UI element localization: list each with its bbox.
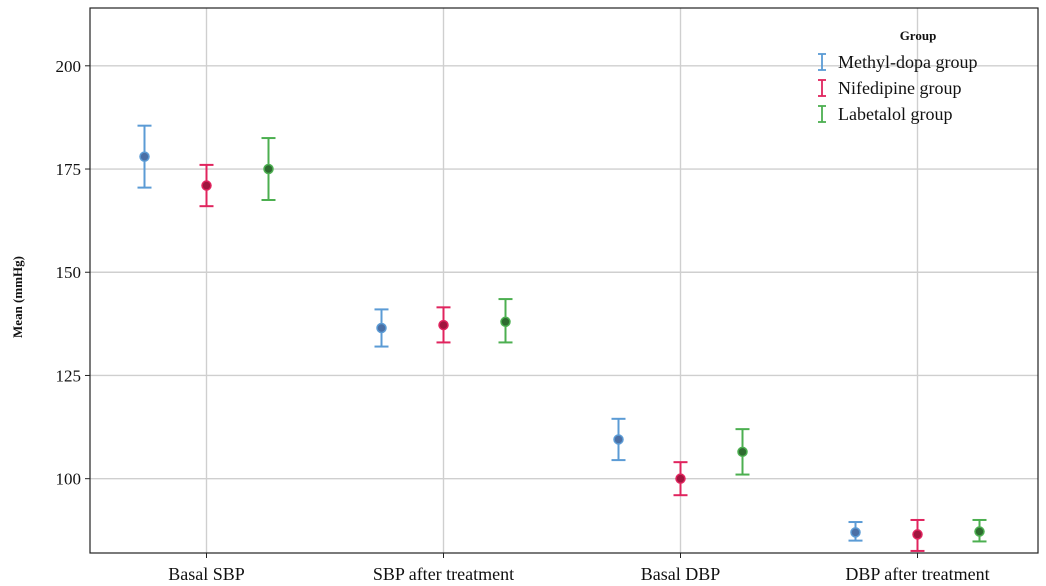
grid-layer (90, 8, 1038, 553)
mean-point (139, 151, 150, 162)
mean-point (376, 322, 387, 334)
plot-frame (89, 7, 1039, 554)
legend: Group Methyl-dopa group Nifedipine group L… (818, 28, 977, 124)
x-category-label: DBP after treatment (845, 564, 989, 584)
x-category-label: Basal SBP (168, 564, 245, 584)
legend-label: Labetalol group (838, 104, 952, 124)
legend-title: Group (900, 28, 937, 43)
legend-entry: Methyl-dopa group (818, 52, 977, 72)
mean-point (737, 446, 748, 458)
mean-point (850, 527, 861, 538)
axis-layer: 100 125 150 175 200 Basal SBP SBP after treatm… (56, 7, 1039, 584)
x-category-label: Basal DBP (641, 564, 721, 584)
mean-point (912, 529, 923, 540)
mean-point (675, 473, 686, 484)
legend-label: Methyl-dopa group (838, 52, 977, 72)
series-methyl-dopa-group (137, 124, 863, 542)
y-tick-label: 175 (56, 160, 82, 179)
series-layer (137, 124, 987, 552)
y-tick-label: 125 (56, 366, 82, 385)
series-nifedipine-group (199, 163, 925, 552)
y-axis-title: Mean (mmHg) (10, 256, 25, 338)
legend-items: Methyl-dopa group Nifedipine group Labetal… (818, 52, 977, 124)
legend-label: Nifedipine group (838, 78, 961, 98)
mean-point (263, 163, 274, 175)
y-tick-label: 100 (56, 470, 82, 489)
mean-point (201, 180, 212, 191)
mean-point (438, 319, 449, 331)
mean-point (974, 526, 985, 537)
series-labetalol-group (261, 137, 987, 543)
mean-point (500, 316, 511, 328)
legend-entry: Labetalol group (818, 104, 952, 124)
legend-entry: Nifedipine group (818, 78, 961, 98)
y-tick-label: 200 (56, 57, 82, 76)
x-category-label: SBP after treatment (373, 564, 514, 584)
y-tick-label: 150 (56, 263, 82, 282)
mean-point (613, 434, 624, 445)
